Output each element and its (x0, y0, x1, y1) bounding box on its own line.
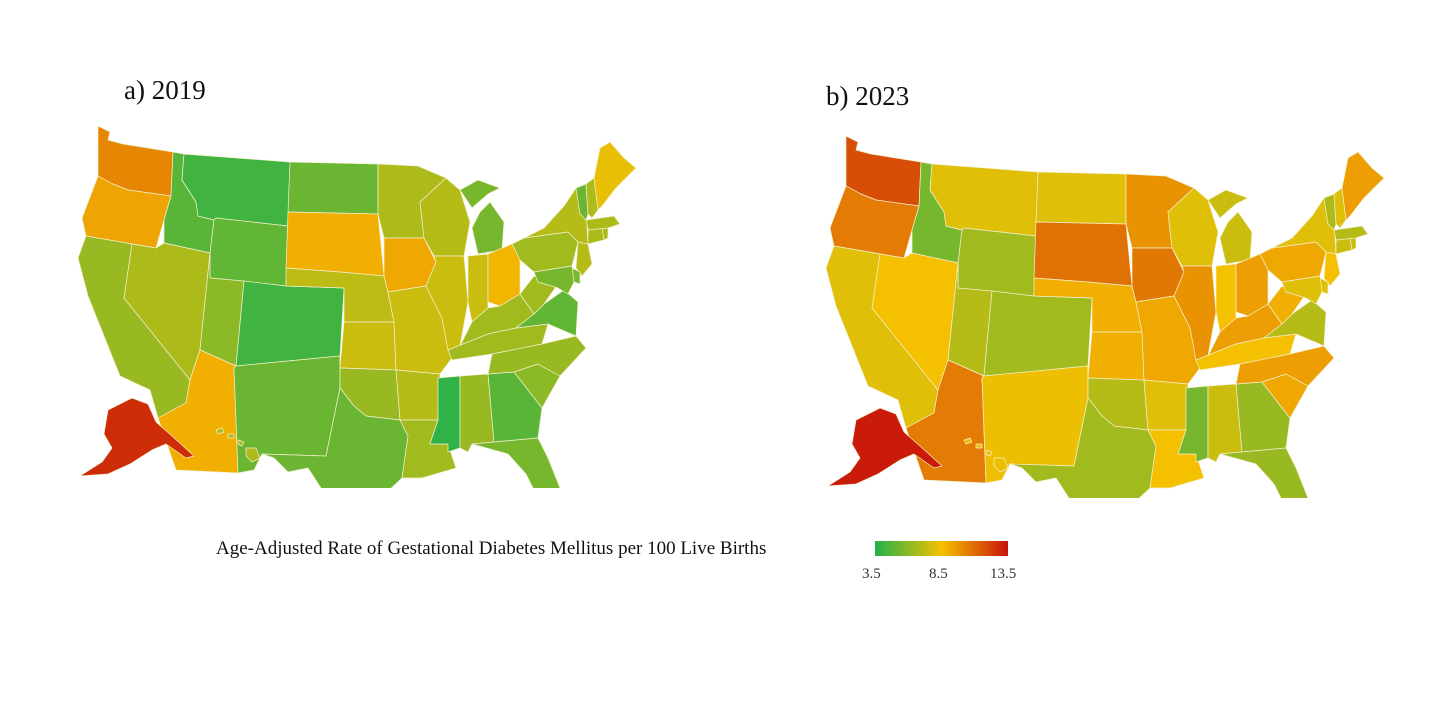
state-ak-2023 (827, 407, 943, 487)
state-ar-2023 (1143, 379, 1189, 431)
state-mt-2023 (929, 163, 1039, 237)
panel-title-2023: b) 2023 (826, 81, 910, 111)
state-ma-2019 (585, 215, 621, 231)
state-nd-2023 (1035, 171, 1127, 225)
state-hi-2019 (215, 427, 261, 463)
state-ks-2023 (1087, 331, 1145, 381)
legend-tick-max: 13.5 (990, 566, 1017, 582)
state-fl-2019 (471, 437, 561, 488)
state-nc-2019 (487, 335, 587, 377)
state-nj-2019 (575, 241, 593, 277)
state-sd-2023 (1033, 221, 1133, 287)
state-tx-2019 (261, 387, 409, 488)
map-2023 (825, 135, 1385, 498)
legend-color-bar (875, 541, 1008, 556)
state-wy-2023 (957, 227, 1037, 297)
state-tx-2023 (1009, 397, 1157, 498)
map-2019 (77, 125, 637, 488)
state-sd-2019 (285, 211, 385, 277)
legend-tick-mid: 8.5 (929, 566, 948, 582)
legend-title: Age-Adjusted Rate of Gestational Diabete… (216, 538, 767, 559)
state-ny-2019 (523, 187, 589, 251)
state-nd-2019 (287, 161, 379, 215)
state-ak-2019 (79, 397, 195, 477)
state-wi-2023 (1167, 187, 1219, 267)
legend-tick-min: 3.5 (862, 566, 881, 582)
state-pa-2023 (1259, 241, 1327, 283)
state-md-2023 (1281, 275, 1323, 305)
panel-title-2019: a) 2019 (124, 75, 206, 105)
state-nj-2023 (1323, 251, 1341, 287)
state-co-2023 (983, 290, 1093, 377)
state-me-2019 (593, 141, 637, 211)
state-nc-2023 (1235, 345, 1335, 387)
state-wy-2019 (209, 217, 289, 287)
state-ny-2023 (1271, 197, 1337, 261)
state-mt-2019 (181, 153, 291, 227)
state-co-2019 (235, 280, 345, 367)
state-ct-2023 (1335, 237, 1353, 255)
state-me-2023 (1341, 151, 1385, 221)
state-vt-2019 (575, 183, 589, 221)
state-tn-2023 (1195, 333, 1297, 371)
state-ks-2019 (339, 321, 397, 371)
state-pa-2019 (511, 231, 579, 273)
state-ma-2023 (1333, 225, 1369, 241)
state-hi-2023 (963, 437, 1009, 473)
state-vt-2023 (1323, 193, 1337, 231)
state-tn-2019 (447, 323, 549, 361)
state-ct-2019 (587, 227, 605, 245)
state-wi-2019 (419, 177, 471, 257)
state-md-2019 (533, 265, 575, 295)
state-ar-2019 (395, 369, 441, 421)
state-fl-2023 (1219, 447, 1309, 498)
